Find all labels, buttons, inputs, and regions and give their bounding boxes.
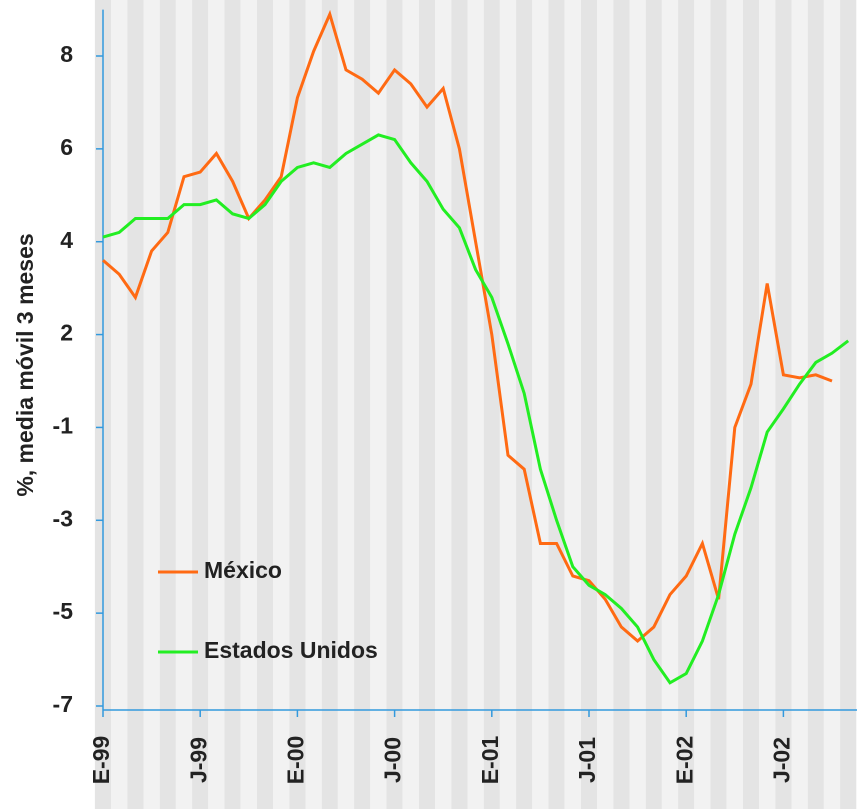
x-tick-label: J-01 [574,737,600,783]
background-stripe [580,0,598,809]
background-stripe [742,0,760,809]
background-stripe [759,0,776,809]
series-line [102,133,850,685]
background-stripe [159,0,176,809]
background-stripe [726,0,743,809]
background-stripe [111,0,128,809]
background-stripe [564,0,581,809]
background-stripe [192,0,209,809]
background-stripe [645,0,662,809]
y-tick-label: -7 [53,691,73,717]
background-stripe [791,0,808,809]
x-tick-label: J-02 [768,737,794,783]
background-stripe [710,0,727,809]
background-stripe [127,0,144,809]
series-line [102,9,833,643]
background-stripe [823,0,841,809]
x-tick-label: E-00 [282,736,308,785]
background-stripe [678,0,695,809]
background-stripe [597,0,614,809]
background-stripe [143,0,160,809]
legend-label: Estados Unidos [204,637,378,663]
background-stripe [613,0,630,809]
y-tick-label: -3 [53,505,73,531]
y-tick-label: -5 [53,598,74,624]
background-stripe [483,0,500,809]
background-stripe [273,0,290,809]
background-stripe [386,0,403,809]
background-stripe [402,0,419,809]
background-stripe [629,0,646,809]
x-tick-label: E-99 [88,736,114,785]
background-stripe [224,0,241,809]
background-stripe [807,0,824,809]
background-stripe [289,0,306,809]
x-tick-label: E-01 [477,736,503,785]
x-tick-label: J-99 [185,737,211,783]
background-stripe [305,0,322,809]
background-stripe [775,0,792,809]
y-tick-label: 6 [60,134,73,160]
background-stripe [370,0,387,809]
background-stripe [467,0,484,809]
background-stripe [451,0,468,809]
legend-label: México [204,557,282,583]
background-stripe [840,0,857,809]
background-stripe [256,0,274,809]
x-tick-label: E-02 [671,736,697,785]
background-stripe [661,0,679,809]
background-stripe [548,0,565,809]
y-tick-label: 8 [60,41,73,67]
background-stripe [354,0,371,809]
background-stripe [435,0,452,809]
y-tick-label: 2 [60,320,73,346]
background-stripe [516,0,533,809]
background-stripe [694,0,711,809]
background-stripe [208,0,225,809]
background-stripe [418,0,436,809]
background-stripe [532,0,549,809]
y-tick-label: 4 [60,227,73,253]
y-tick-label: -1 [53,413,74,439]
background-stripe [337,0,355,809]
background-stripe [240,0,257,809]
background-stripe [321,0,338,809]
background-stripe [175,0,193,809]
y-axis-label: %, media móvil 3 meses [12,233,38,496]
x-tick-label: J-00 [380,737,406,783]
background-stripe [499,0,517,809]
